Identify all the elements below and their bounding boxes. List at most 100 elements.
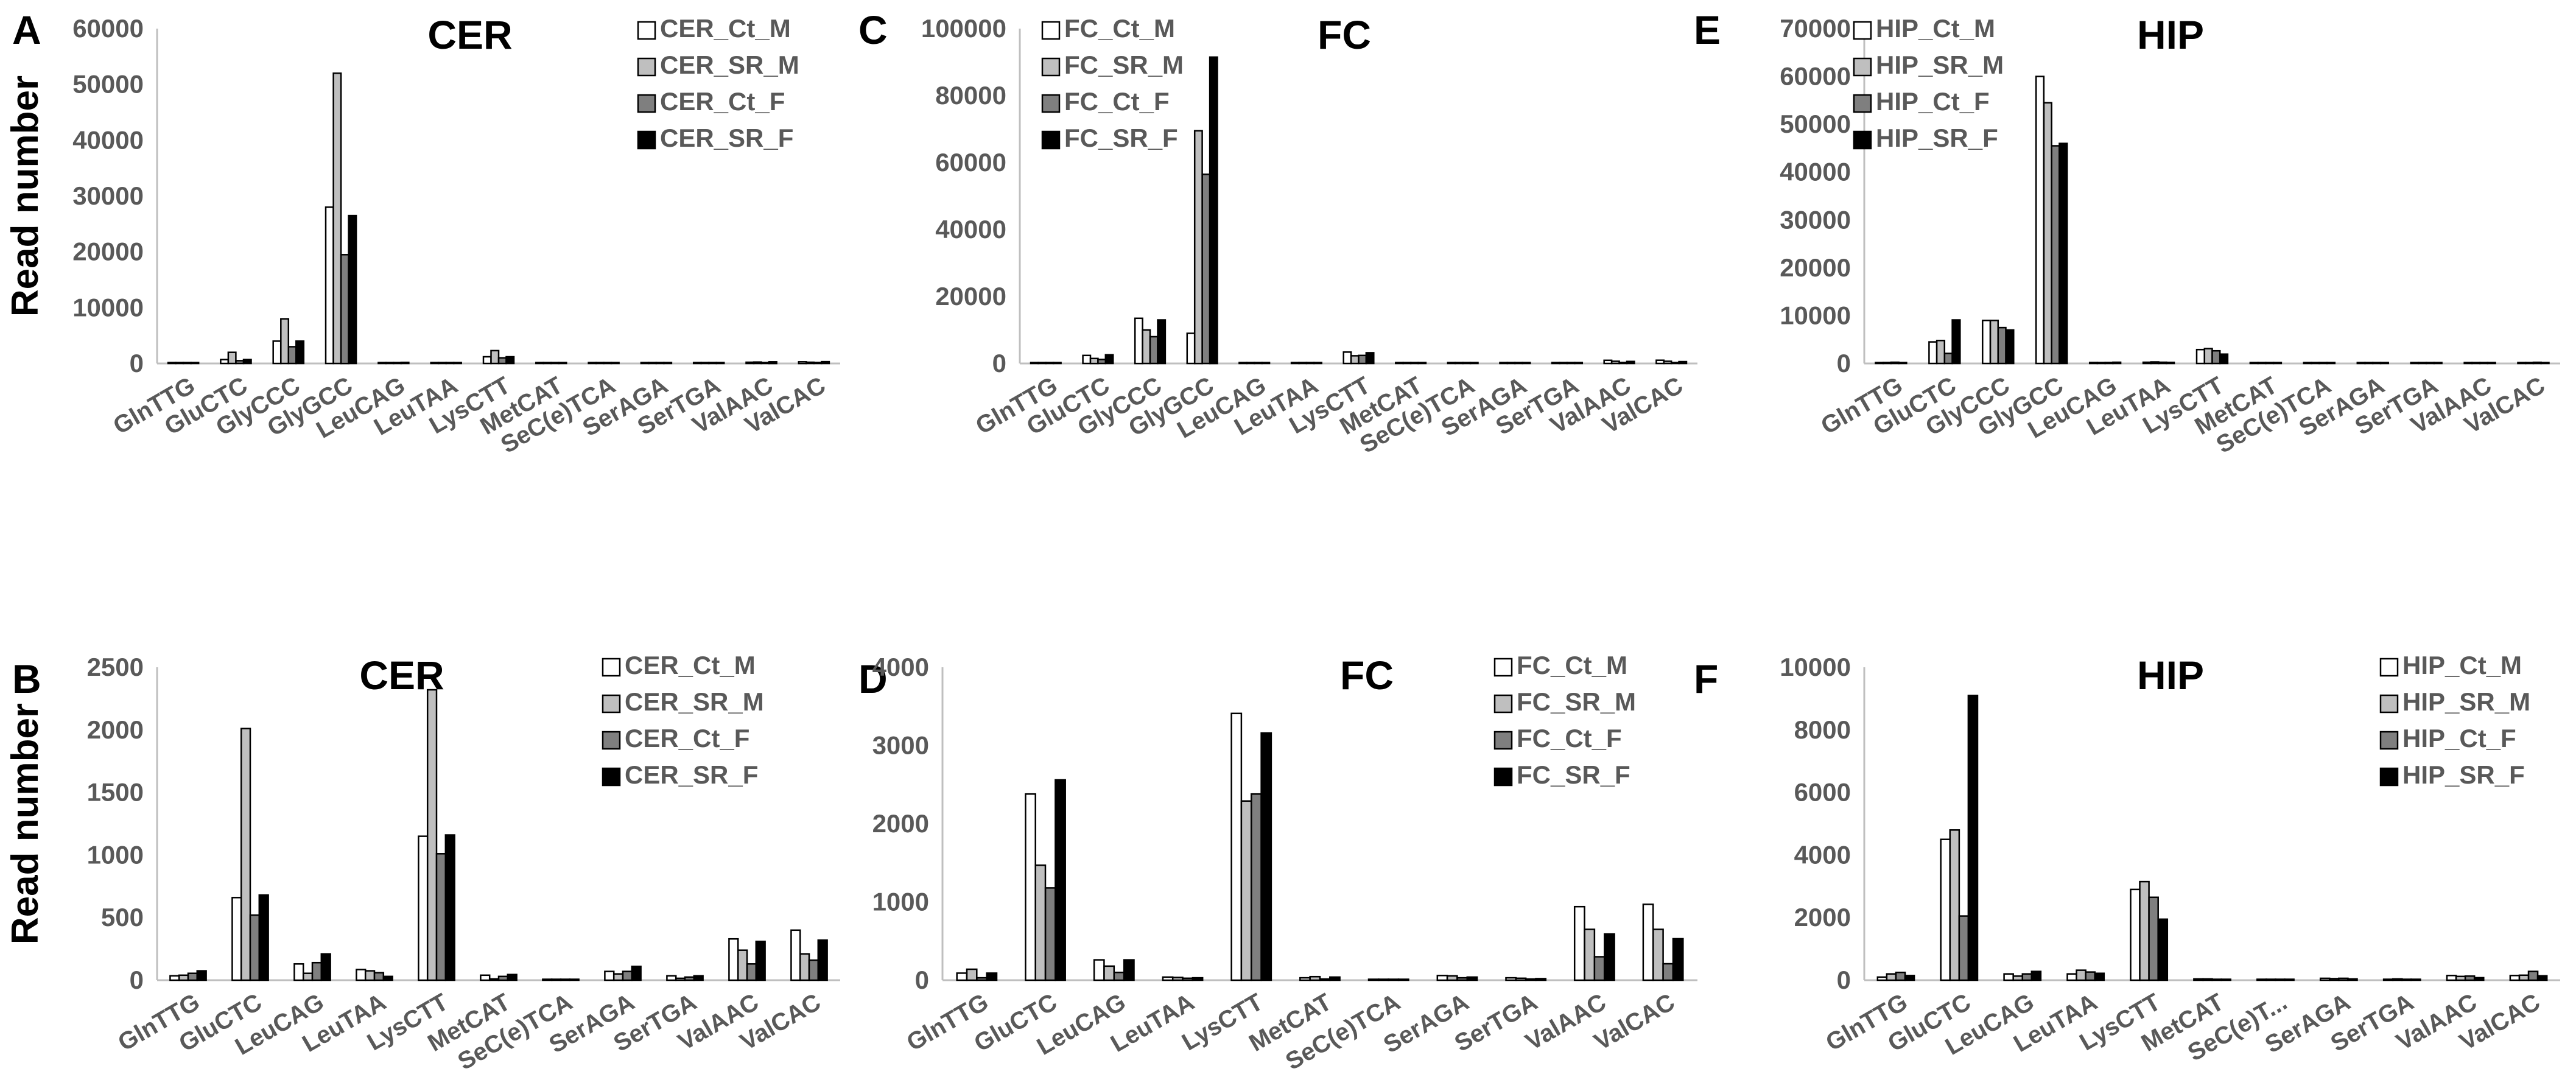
bar-hip-ct-f-leutaa (2158, 361, 2167, 365)
bar-cer-ct-m-valcac (790, 929, 801, 981)
bar-cer-ct-m-glnttg (169, 975, 180, 981)
bar-hip-sr-f-seraga (2347, 978, 2358, 981)
legend-label: FC_Ct_M (1517, 651, 1627, 679)
bar-hip-sr-f-glyccc (2005, 329, 2015, 365)
chart-panel-a: A CER Read number 0 10000 20000 30000 40000 5000… (4, 7, 840, 458)
bar-hip-ct-f-metcat (2265, 362, 2275, 365)
bar-hip-sr-m-valaac (2471, 362, 2481, 365)
bar-hip-sr-m-leucag (2012, 975, 2024, 981)
bar-hip-ct-m-secet (2256, 978, 2267, 981)
panel-title: FC (1340, 653, 1394, 698)
bar-fc-ct-f-valaac (1593, 956, 1606, 981)
bar-hip-sr-m-sertga (2418, 362, 2427, 365)
bar-cer-ct-f-seraga (655, 362, 665, 365)
bar-hip-sr-f-lysctt (2157, 918, 2169, 981)
bar-fc-ct-m-secetca (1367, 978, 1380, 981)
bar-hip-sr-m-glnttg (1882, 362, 1892, 365)
bar-cer-ct-f-lysctt (497, 357, 507, 365)
bar-cer-ct-f-gluctc (235, 360, 245, 365)
bar-hip-ct-m-metcat (2193, 978, 2204, 981)
bar-fc-ct-m-leucag (1093, 959, 1105, 981)
bar-cer-sr-f-sertga (715, 362, 725, 365)
bar-fc-sr-f-leutaa (1191, 977, 1204, 981)
bar-cer-ct-f-metcat (550, 362, 560, 365)
bar-hip-sr-m-leucag (2096, 362, 2106, 365)
bar-fc-ct-m-valcac (1655, 359, 1665, 365)
bar-hip-sr-m-lysctt (2139, 880, 2150, 981)
bar-hip-ct-f-lysctt (2211, 349, 2221, 365)
legend-label: CER_SR_M (625, 687, 764, 716)
bar-hip-sr-f-leutaa (2094, 972, 2105, 981)
bar-cer-ct-m-valcac (798, 361, 807, 365)
bar-fc-sr-m-glnttg (966, 968, 978, 981)
bar-cer-ct-m-metcat (535, 362, 545, 365)
bar-cer-ct-m-glyccc (272, 340, 282, 365)
bar-cer-sr-f-leutaa (452, 362, 462, 365)
bar-hip-ct-f-lysctt (2148, 896, 2159, 981)
bar-fc-ct-f-leutaa (1305, 362, 1315, 365)
bar-hip-ct-f-secetca (2318, 362, 2328, 365)
legend-swatch (1853, 130, 1872, 150)
bar-fc-sr-m-valcac (1663, 360, 1672, 365)
y-tick-label: 0 (130, 966, 144, 994)
bar-hip-ct-f-gluctc (1958, 915, 1970, 981)
bar-fc-ct-f-valcac (1670, 362, 1680, 365)
bar-fc-sr-f-leucag (1261, 362, 1271, 365)
bar-hip-ct-m-gluctc (1928, 341, 1938, 365)
y-tick-label: 20000 (1780, 253, 1851, 282)
bar-fc-sr-m-glyccc (1142, 329, 1151, 365)
bar-fc-sr-f-valaac (1604, 933, 1615, 981)
legend-swatch (1041, 57, 1061, 77)
bar-fc-sr-m-leutaa (1171, 977, 1184, 981)
bar-cer-sr-f-leucag (400, 361, 410, 365)
legend-label: CER_Ct_M (625, 651, 756, 679)
bar-fc-ct-f-sertga (1566, 362, 1576, 365)
bar-fc-sr-m-valaac (1584, 928, 1596, 981)
y-tick-label: 30000 (1780, 205, 1851, 234)
bar-hip-ct-f-leucag (2104, 362, 2114, 365)
bar-cer-sr-m-seraga (648, 362, 658, 365)
bar-fc-sr-m-leucag (1103, 965, 1115, 981)
panel-letter-d: D (858, 656, 888, 701)
panel-title: HIP (2137, 653, 2204, 698)
bar-hip-sr-m-leutaa (2150, 361, 2160, 365)
bar-hip-sr-f-glnttg (1904, 975, 1915, 981)
chart-panel-f: F HIP0200040006000800010000GlnTTGGluCTCLe… (1694, 651, 2560, 1067)
bar-hip-ct-f-valaac (2479, 362, 2489, 365)
bar-fc-sr-f-metcat (1417, 362, 1427, 365)
bar-cer-sr-m-sertga (700, 362, 710, 365)
bar-hip-ct-m-leutaa (2142, 361, 2152, 365)
bar-fc-sr-m-glygcc (1193, 130, 1203, 365)
legend-swatch (637, 130, 656, 150)
bar-hip-sr-f-valcac (2540, 362, 2550, 365)
bar-cer-ct-f-valaac (760, 362, 770, 365)
bar-fc-sr-f-glyccc (1157, 319, 1167, 365)
legend-swatch (1041, 21, 1061, 40)
y-tick-label: 1000 (87, 840, 144, 869)
bar-cer-ct-f-glnttg (182, 362, 192, 365)
bar-fc-sr-f-sertga (1535, 978, 1547, 981)
panel-letter-a: A (12, 7, 41, 52)
bar-hip-ct-f-secet (2275, 978, 2286, 981)
bar-fc-sr-f-metcat (1329, 976, 1341, 981)
bar-cer-ct-m-seraga (640, 362, 650, 365)
y-tick-label: 4000 (1794, 840, 1851, 869)
bar-fc-sr-f-seraga (1521, 362, 1531, 365)
bar-fc-ct-f-sertga (1525, 978, 1537, 981)
y-tick-label: 6000 (1794, 778, 1851, 807)
bar-hip-sr-m-metcat (2257, 362, 2267, 365)
bar-hip-ct-f-valcac (2527, 970, 2539, 981)
bar-hip-ct-m-lysctt (2195, 348, 2205, 365)
bar-fc-sr-f-gluctc (1055, 779, 1066, 981)
bar-cer-sr-m-metcat (542, 362, 552, 365)
bar-cer-sr-f-gluctc (242, 359, 252, 365)
bar-fc-sr-m-sertga (1515, 977, 1527, 981)
bar-cer-sr-m-gluctc (240, 728, 251, 981)
legend-swatch (637, 94, 656, 113)
bar-cer-ct-m-glygcc (325, 206, 334, 365)
bar-cer-sr-f-glygcc (348, 214, 357, 365)
bar-fc-ct-m-valcac (1642, 903, 1654, 981)
y-tick-label: 500 (101, 903, 144, 931)
bar-hip-sr-m-leutaa (2076, 969, 2086, 981)
bar-fc-ct-f-lysctt (1251, 793, 1262, 981)
